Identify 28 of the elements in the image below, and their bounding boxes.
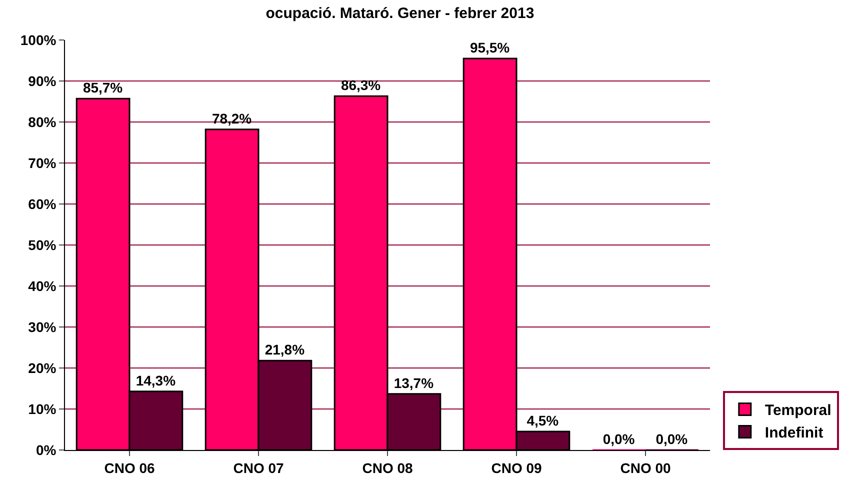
- data-label: 85,7%: [82, 80, 124, 96]
- y-tick-label: 30%: [28, 318, 57, 335]
- data-label: 86,3%: [340, 77, 382, 94]
- data-label: 4,5%: [526, 412, 560, 429]
- y-tick-label: 10%: [28, 400, 57, 417]
- data-label: 0,0%: [602, 431, 636, 447]
- x-tick-label: CNO 06: [104, 460, 155, 476]
- data-label: 95,5%: [470, 39, 510, 56]
- data-label: 21,8%: [264, 342, 306, 358]
- legend-label: Indefinit: [764, 424, 824, 442]
- y-tick-label: 40%: [28, 278, 57, 294]
- y-tick-label: 20%: [28, 360, 57, 376]
- data-label: 13,7%: [394, 374, 434, 391]
- legend-label: Temporal: [764, 402, 832, 420]
- data-label: 14,3%: [136, 372, 176, 388]
- data-label: 0,0%: [656, 431, 688, 447]
- x-tick-label: CNO 08: [362, 460, 413, 476]
- x-tick-label: CNO 09: [491, 460, 542, 476]
- x-tick-label: CNO 07: [233, 460, 284, 476]
- y-tick-label: 100%: [20, 32, 57, 48]
- y-tick-label: 0%: [36, 442, 57, 458]
- y-tick-label: 60%: [28, 196, 57, 212]
- chart-title: ocupació. Mataró. Gener - febrer 2013: [266, 4, 534, 22]
- x-tick-label: CNO 00: [620, 460, 671, 476]
- y-tick-label: 50%: [28, 236, 57, 253]
- y-tick-label: 80%: [28, 114, 57, 130]
- y-tick-label: 90%: [28, 72, 57, 89]
- y-tick-label: 70%: [28, 154, 57, 171]
